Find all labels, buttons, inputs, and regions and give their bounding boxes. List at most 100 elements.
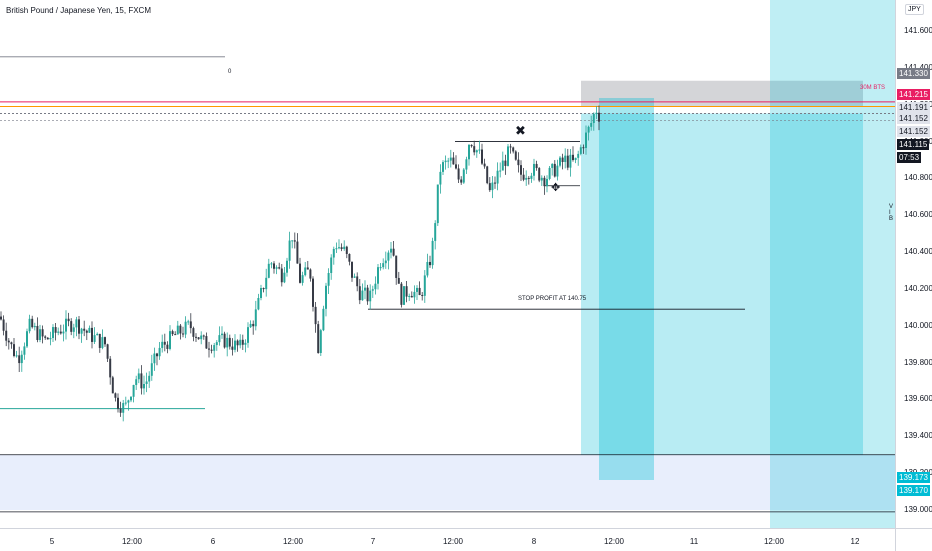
candle-body [7, 340, 10, 343]
candle-body [28, 318, 31, 332]
candle-body [455, 164, 457, 169]
price-tick: 140.200 [904, 283, 932, 293]
candle-body [312, 278, 314, 307]
candle-body [91, 327, 93, 342]
candle-body [174, 334, 177, 336]
candle-body [270, 263, 273, 265]
price-label: 139.173 [897, 472, 930, 483]
candle-body [161, 341, 164, 348]
candle-body [439, 171, 442, 185]
candle-body [397, 277, 400, 284]
candle-body [577, 153, 580, 158]
candle-body [236, 340, 239, 346]
candle-body [561, 157, 564, 163]
candle-body [114, 393, 117, 398]
candle-body [262, 288, 265, 290]
price-label: 141.191 [897, 102, 930, 113]
candle-body [140, 373, 143, 389]
candle-body [239, 339, 242, 346]
candle-body [260, 288, 262, 298]
candle-body [392, 248, 395, 256]
candle-body [96, 333, 99, 336]
candle-body [332, 248, 335, 258]
candle-body [257, 297, 260, 310]
candle-body [442, 162, 444, 172]
price-tick: 141.400 [904, 63, 932, 72]
candle-body [153, 353, 156, 364]
candle-body [200, 335, 203, 340]
candle-body [525, 177, 528, 180]
chart-area[interactable]: ✖ ✥ British Pound / Japanese Yen, 15, FXC… [0, 0, 895, 528]
time-tick: 12:00 [603, 537, 625, 546]
target-zone [581, 113, 863, 479]
trade-highlight-column [599, 98, 654, 480]
candle-body [444, 160, 447, 163]
candle-body [254, 309, 257, 327]
candle-body [379, 267, 382, 269]
candle-body [462, 169, 465, 183]
candle-body [148, 375, 151, 382]
candle-body [46, 337, 49, 340]
candle-body [0, 316, 2, 320]
candle-body [130, 396, 132, 401]
candle-body [351, 261, 353, 278]
candle-body [104, 337, 106, 345]
currency-button[interactable]: JPY [905, 4, 924, 15]
candle-body [481, 149, 483, 164]
time-tick: 12:00 [121, 537, 143, 546]
candle-body [197, 337, 200, 340]
candle-body [478, 149, 481, 151]
candle-body [522, 174, 525, 180]
candle-body [106, 344, 109, 359]
candle-body [179, 325, 182, 334]
price-tick: 140.800 [904, 173, 932, 183]
candle-body [234, 340, 236, 350]
candle-body [23, 346, 26, 355]
candle-body [374, 283, 377, 290]
price-tick: 140.600 [904, 210, 932, 220]
candle-body [382, 263, 385, 268]
candle-body [210, 349, 213, 351]
candle-body [369, 290, 372, 302]
candle-body [345, 246, 348, 254]
candle-body [93, 335, 96, 342]
candle-body [44, 336, 47, 338]
candle-body [322, 308, 325, 331]
candle-body [218, 335, 221, 343]
candle-body [54, 327, 57, 333]
candle-body [343, 246, 346, 250]
candle-body [39, 329, 41, 341]
symbol-title[interactable]: British Pound / Japanese Yen, 15, FXCM [6, 6, 151, 15]
candle-body [499, 170, 502, 172]
candle-body [231, 346, 234, 350]
candle-body [72, 327, 75, 332]
candle-body [223, 333, 226, 348]
candle-body [390, 248, 392, 253]
candle-body [582, 147, 585, 149]
candle-body [434, 223, 437, 241]
candle-body [205, 336, 208, 349]
candle-body [377, 267, 379, 284]
candle-body [267, 263, 270, 278]
candle-body [228, 337, 231, 347]
candle-body [88, 327, 91, 333]
candle-body [83, 328, 86, 331]
candle-body [569, 154, 572, 168]
candle-body [514, 151, 517, 160]
time-axis[interactable]: 5 12:00 6 12:00 7 12:00 8 12:00 11 12:00 12 [0, 528, 895, 551]
price-label: 139.170 [897, 485, 930, 496]
price-axis[interactable]: 141.600141.400141.200141.000140.800140.6… [895, 0, 932, 528]
time-tick: 5 [49, 537, 55, 546]
candle-body [572, 154, 574, 160]
candle-body [278, 267, 281, 269]
price-label: 07:53 [897, 152, 922, 163]
price-tick: 140.000 [904, 320, 932, 330]
candle-body [520, 165, 522, 175]
candle-body [546, 178, 548, 187]
candle-body [283, 272, 286, 283]
price-chart[interactable]: ✖✥ [0, 0, 895, 528]
candle-body [353, 276, 356, 278]
candle-body [452, 157, 455, 165]
candle-body [559, 157, 561, 166]
candle-body [36, 325, 39, 341]
